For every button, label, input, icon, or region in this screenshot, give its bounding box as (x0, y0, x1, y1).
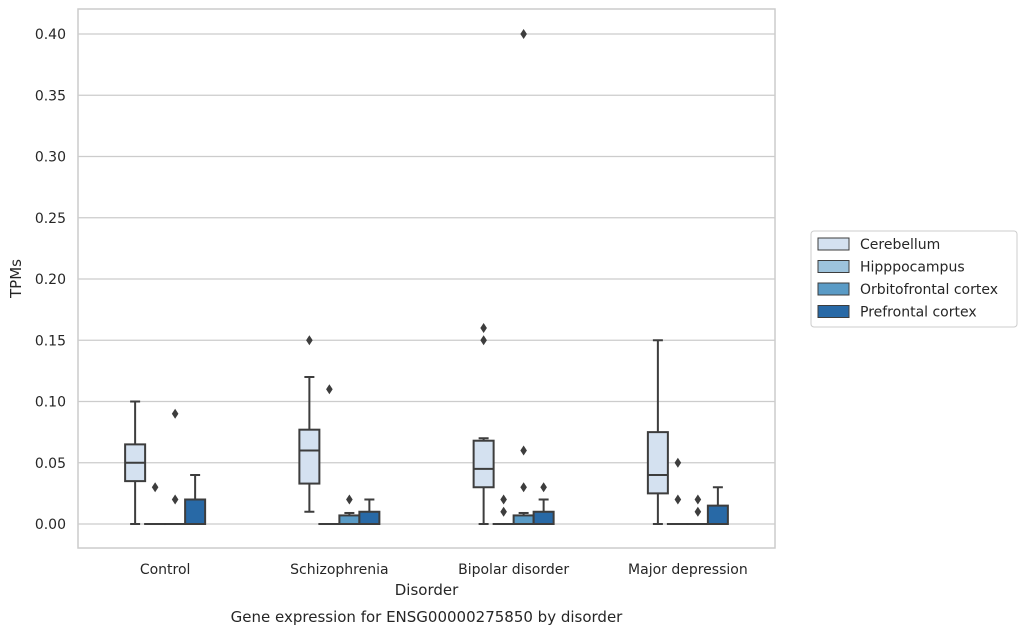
legend-item-label: Orbitofrontal cortex (860, 282, 998, 298)
outlier-point (674, 457, 682, 468)
legend-swatch (817, 305, 850, 318)
legend-swatch (817, 282, 850, 296)
box-cerebellum-2 (472, 323, 495, 525)
outlier-point (306, 335, 313, 346)
box-body (512, 514, 535, 525)
outlier-point (500, 494, 507, 505)
box-orbitofrontal-cortex-2 (512, 29, 535, 525)
x-tick-label: Control (140, 562, 191, 578)
outlier-point (500, 506, 507, 517)
box-body (472, 439, 495, 489)
y-tick-label: 0.35 (35, 88, 66, 104)
box-orbitofrontal-cortex-1 (338, 494, 361, 525)
outlier-point (346, 494, 353, 505)
outlier-point (694, 506, 702, 517)
chart-caption: Gene expression for ENSG00000275850 by d… (231, 608, 624, 626)
plot-frame (77, 8, 776, 549)
outlier-point (540, 482, 547, 493)
legend-swatch (817, 260, 850, 273)
y-tick-labels: 0.00 0.05 0.10 0.15 0.20 0.25 0.30 0.35 0.40 (35, 27, 66, 533)
outlier-point (171, 494, 179, 505)
box-body (338, 514, 361, 525)
x-tick-label: Bipolar disorder (458, 562, 569, 578)
box-body (184, 498, 207, 525)
y-tick-label: 0.20 (35, 272, 66, 288)
y-axis-label: TPMs (7, 259, 25, 299)
y-tick-label: 0.25 (35, 211, 66, 227)
grid-lines (78, 33, 775, 525)
outlier-point (694, 494, 702, 505)
legend-item-label: Prefrontal cortex (860, 305, 977, 321)
box-cerebellum-1 (298, 335, 321, 513)
box-hipppocampus-2 (492, 494, 515, 526)
box-prefrontal-cortex-1 (358, 498, 381, 525)
legend-frame (810, 230, 1018, 328)
x-tick-labels: Control Schizophrenia Bipolar disorder Majo… (140, 562, 748, 578)
y-tick-label: 0.40 (35, 27, 66, 43)
outlier-point (520, 482, 527, 493)
x-tick-label: Major depression (628, 562, 748, 578)
box-body (646, 431, 669, 495)
box-cerebellum-3 (646, 339, 669, 525)
outlier-point (326, 384, 333, 395)
box-orbitofrontal-cortex-3 (686, 494, 709, 526)
box-layer (124, 29, 729, 526)
legend: Cerebellum Hipppocampus Orbitofrontal cort… (810, 230, 1018, 328)
legend-swatch (817, 237, 850, 251)
outlier-point (480, 323, 487, 333)
box-hipppocampus-1 (318, 384, 341, 526)
outlier-point (151, 482, 159, 493)
box-prefrontal-cortex-2 (532, 482, 555, 525)
box-body (298, 428, 321, 485)
box-body (706, 504, 729, 525)
box-body (358, 510, 381, 525)
box-body (532, 510, 555, 525)
box-prefrontal-cortex-3 (706, 486, 729, 525)
box-prefrontal-cortex-0 (184, 474, 207, 525)
outlier-point (674, 494, 682, 505)
box-cerebellum-0 (124, 400, 147, 525)
legend-item-label: Hipppocampus (860, 260, 965, 276)
outlier-point (520, 29, 527, 39)
y-tick-label: 0.00 (35, 517, 66, 533)
legend-item-label: Cerebellum (860, 237, 940, 253)
outlier-point (171, 408, 179, 419)
y-tick-label: 0.15 (35, 333, 66, 349)
y-tick-label: 0.05 (35, 456, 66, 472)
box-orbitofrontal-cortex-0 (164, 408, 187, 526)
x-axis-label: Disorder (395, 581, 459, 599)
x-tick-label: Schizophrenia (290, 562, 388, 578)
y-tick-label: 0.10 (35, 395, 66, 411)
box-hipppocampus-3 (666, 457, 689, 526)
box-hipppocampus-0 (144, 482, 167, 526)
y-tick-label: 0.30 (35, 150, 66, 166)
outlier-point (480, 335, 487, 346)
outlier-point (520, 445, 527, 456)
